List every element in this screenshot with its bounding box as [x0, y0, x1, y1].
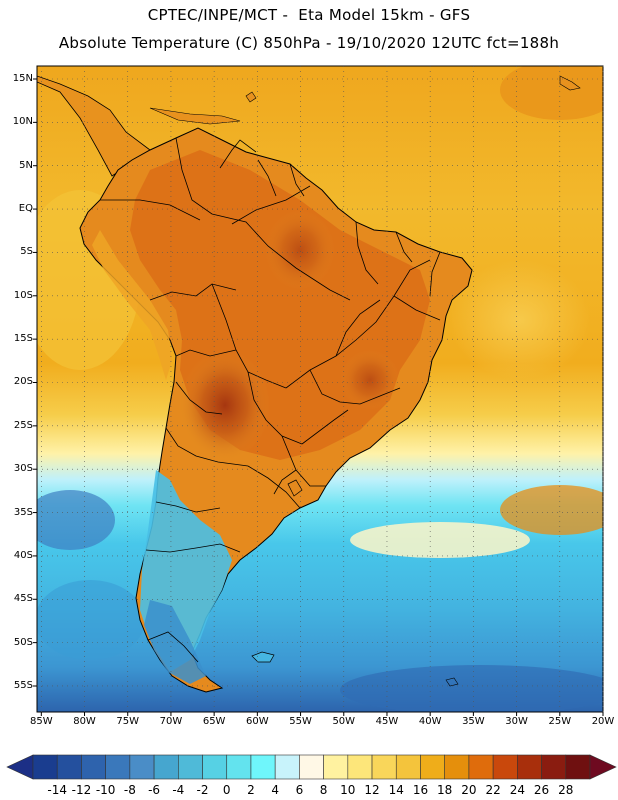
country-borders [100, 137, 441, 663]
lat-label: 10S [13, 289, 33, 301]
colorbar-swatch [420, 754, 445, 780]
colorbar-tick-label: 0 [222, 783, 231, 797]
colorbar-tick-label: -10 [95, 783, 116, 797]
colorbar-under-arrow [6, 754, 34, 780]
colorbar-swatch [347, 754, 373, 780]
lon-label: 20W [591, 716, 615, 727]
colorbar-tick-label: 10 [340, 783, 356, 797]
lon-label: 40W [418, 716, 442, 727]
colorbar-tick-label: 20 [461, 783, 477, 797]
atlantic-cold-patch [340, 665, 603, 712]
lat-label: 40S [13, 549, 33, 561]
colorbar-tick-label: 8 [319, 783, 328, 797]
pale-band [350, 522, 530, 558]
lon-label: 70W [159, 716, 183, 727]
colorbar-over-arrow [589, 754, 617, 780]
colorbar-swatch [517, 754, 542, 780]
colorbar-tick-label: 18 [437, 783, 453, 797]
colorbar-tick-label: 28 [558, 783, 574, 797]
colorbar-tick-label: 12 [364, 783, 380, 797]
colorbar-tick-label: 4 [271, 783, 279, 797]
hot-core-3 [340, 350, 400, 410]
atlantic-warm-patch [450, 260, 590, 380]
lat-label: 50S [13, 636, 33, 648]
pacific-cool-patch [37, 580, 145, 660]
lat-label: 25S [13, 419, 33, 431]
colorbar-swatch [299, 754, 324, 780]
colorbar-swatch [153, 754, 179, 780]
colorbar-swatch [444, 754, 470, 780]
colorbar-swatch [178, 754, 203, 780]
colorbar-swatch [105, 754, 131, 780]
lat-label: 35S [13, 506, 33, 518]
colorbar-swatch [129, 754, 155, 780]
atlantic-hot-patch [500, 485, 603, 535]
colorbar-swatch [323, 754, 349, 780]
caribbean-islands [149, 75, 581, 125]
title-line-2: Absolute Temperature (C) 850hPa - 19/10/… [58, 34, 560, 52]
colorbar-swatch [32, 754, 58, 780]
lon-label: 25W [548, 716, 572, 727]
lat-label: 15N [12, 73, 33, 84]
south-georgia [445, 677, 459, 687]
patagonia-cold [144, 600, 206, 684]
colorbar-swatch [226, 754, 252, 780]
colorbar-tick-label: 14 [388, 783, 404, 797]
map-frame [36, 65, 604, 713]
colorbar-tick-label: 22 [485, 783, 501, 797]
lon-label: 75W [116, 716, 140, 727]
lat-label: 55S [13, 679, 33, 691]
colorbar-swatch [56, 754, 82, 780]
colorbar-swatch [202, 754, 228, 780]
hot-core [180, 350, 270, 460]
falkland-islands [251, 651, 275, 663]
colorbar-swatch [468, 754, 494, 780]
colorbar-tick-label: 2 [247, 783, 255, 797]
colorbar-tick-label: 16 [412, 783, 429, 797]
colorbar-tick-label: -6 [148, 783, 161, 797]
colorbar-tick-label: 6 [295, 783, 304, 797]
colorbar-tick-label: -8 [123, 783, 136, 797]
colorbar-tick-label: -4 [172, 783, 185, 797]
lat-label: 45S [13, 593, 33, 605]
lat-label: 20S [13, 376, 33, 388]
lon-label: 65W [202, 716, 226, 727]
lat-label: 15S [13, 333, 33, 345]
colorbar [6, 754, 617, 780]
hot-core-2 [265, 210, 335, 290]
pacific-cold-patch [37, 490, 115, 550]
andes-cool-strip [92, 230, 172, 380]
colorbar-swatch [541, 754, 567, 780]
lon-label: 45W [375, 716, 399, 727]
colorbar-swatch [250, 754, 276, 780]
lagoon-outline [287, 479, 303, 497]
colorbar-swatch [395, 754, 421, 780]
colorbar-swatch [565, 754, 591, 780]
colorbar-swatch [81, 754, 106, 780]
colorbar-tick-label: -14 [47, 783, 67, 797]
lon-label: 50W [332, 716, 356, 727]
lon-label: 55W [289, 716, 312, 727]
lat-label: 5N [19, 159, 33, 171]
lon-label: 85W [30, 716, 53, 727]
title-line-1: CPTEC/INPE/MCT - Eta Model 15km - GFS [147, 6, 471, 24]
colorbar-tick-label: 26 [533, 783, 550, 797]
lon-label: 35W [462, 716, 485, 727]
lon-label: 60W [246, 716, 269, 727]
colorbar-tick-label: -2 [196, 783, 209, 797]
colorbar-swatch [371, 754, 397, 780]
lat-label: 30S [13, 463, 33, 475]
lon-label: 30W [505, 716, 528, 727]
north-atlantic-hot-patch [500, 66, 603, 120]
colorbar-tick-label: 24 [509, 783, 525, 797]
colorbar-swatch [274, 754, 300, 780]
colorbar-tick-label: -12 [71, 783, 92, 797]
colorbar-swatch [492, 754, 518, 780]
lat-label: EQ [18, 203, 33, 215]
axis-ticks [33, 78, 604, 716]
lon-label: 80W [73, 716, 96, 727]
lat-label: 5S [20, 246, 33, 258]
lat-label: 10N [12, 116, 33, 128]
